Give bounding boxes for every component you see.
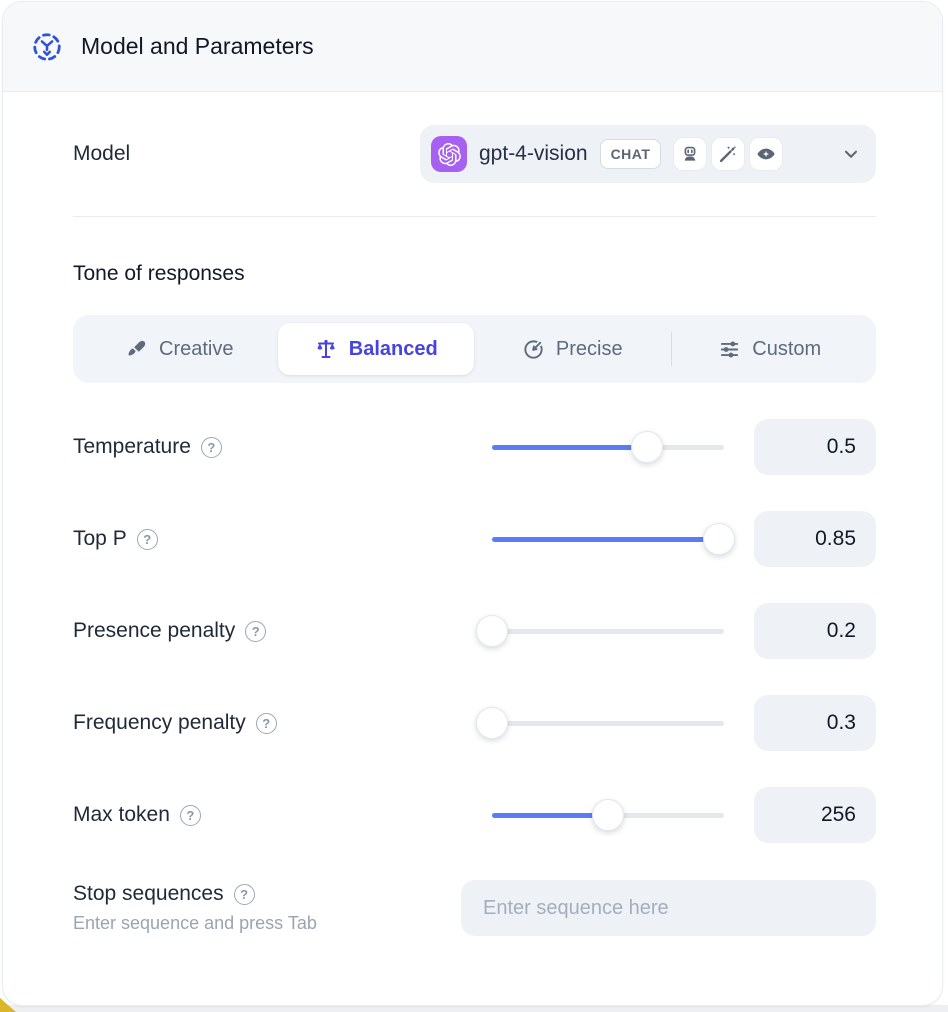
stop-sequences-label: Stop sequences <box>73 882 224 905</box>
slider-fill <box>492 536 720 542</box>
segment-divider <box>670 332 672 366</box>
help-icon[interactable]: ? <box>255 712 277 734</box>
slider-fill <box>492 444 648 450</box>
target-icon <box>522 338 545 361</box>
max-token-value[interactable]: 256 <box>754 787 876 843</box>
param-row-frequency-penalty: Frequency penalty ? 0.3 <box>73 695 876 751</box>
page-bottom-strip <box>0 1005 948 1012</box>
param-row-max-token: Max token ? 256 <box>73 787 876 843</box>
tone-heading: Tone of responses <box>73 262 245 285</box>
brush-icon <box>125 338 148 361</box>
param-label: Frequency penalty <box>73 711 246 734</box>
slider-thumb[interactable] <box>592 799 624 831</box>
max-token-slider[interactable] <box>492 799 724 831</box>
slider-thumb[interactable] <box>631 431 664 463</box>
model-label: Model <box>73 142 131 165</box>
presence-penalty-value[interactable]: 0.2 <box>754 603 876 659</box>
model-hub-icon <box>31 31 63 63</box>
tone-option-custom[interactable]: Custom <box>672 323 869 375</box>
stop-sequences-row: Stop sequences ? Enter sequence and pres… <box>73 880 876 936</box>
frequency-penalty-slider[interactable] <box>476 707 724 739</box>
tone-option-precise[interactable]: Precise <box>474 323 671 375</box>
tone-option-creative[interactable]: Creative <box>81 323 278 375</box>
top-p-slider[interactable] <box>492 523 736 555</box>
frequency-penalty-value[interactable]: 0.3 <box>754 695 876 751</box>
tone-option-label: Custom <box>752 337 822 360</box>
model-row: Model gpt-4-vision CHAT <box>73 125 876 183</box>
model-capability-chips <box>673 137 784 171</box>
wand-sparkles-icon <box>711 137 746 171</box>
panel-header: Model and Parameters <box>3 2 942 92</box>
panel-title: Model and Parameters <box>81 33 314 59</box>
param-label: Top P <box>73 527 127 550</box>
sliders-icon <box>718 338 741 361</box>
param-label: Presence penalty <box>73 619 236 642</box>
openai-logo-icon <box>431 136 467 172</box>
temperature-slider[interactable] <box>492 431 724 463</box>
presence-penalty-slider[interactable] <box>476 615 724 647</box>
param-label: Temperature <box>73 435 191 458</box>
param-row-presence-penalty: Presence penalty ? 0.2 <box>73 603 876 659</box>
slider-thumb[interactable] <box>476 615 508 647</box>
help-icon[interactable]: ? <box>179 804 201 826</box>
vision-icon <box>749 137 784 171</box>
tone-option-label: Balanced <box>348 337 438 360</box>
top-p-value[interactable]: 0.85 <box>754 511 876 567</box>
slider-track <box>492 720 724 726</box>
help-icon[interactable]: ? <box>245 620 267 642</box>
slider-thumb[interactable] <box>476 707 508 739</box>
slider-thumb[interactable] <box>703 523 736 555</box>
temperature-value[interactable]: 0.5 <box>754 419 876 475</box>
stop-sequence-input[interactable] <box>461 880 876 936</box>
slider-fill <box>492 812 608 818</box>
chevron-down-icon <box>840 143 862 165</box>
tone-option-label: Precise <box>555 337 623 360</box>
help-icon[interactable]: ? <box>136 528 158 550</box>
param-label: Max token <box>73 803 170 826</box>
panel-body: Model gpt-4-vision CHAT <box>3 125 942 936</box>
tone-segmented-control: Creative Balanced <box>73 315 876 383</box>
help-icon[interactable]: ? <box>233 883 255 905</box>
bot-icon <box>673 137 708 171</box>
slider-track <box>492 628 724 634</box>
selected-model-name: gpt-4-vision <box>479 142 588 165</box>
section-divider <box>73 216 876 217</box>
param-row-top-p: Top P ? 0.85 <box>73 511 876 567</box>
model-select-dropdown[interactable]: gpt-4-vision CHAT <box>420 125 876 183</box>
tone-option-balanced[interactable]: Balanced <box>277 323 474 375</box>
model-type-badge: CHAT <box>599 139 662 169</box>
tone-option-label: Creative <box>159 337 234 360</box>
param-row-temperature: Temperature ? 0.5 <box>73 419 876 475</box>
help-icon[interactable]: ? <box>200 436 222 458</box>
stop-sequences-hint: Enter sequence and press Tab <box>73 913 317 933</box>
scale-icon <box>314 337 338 361</box>
